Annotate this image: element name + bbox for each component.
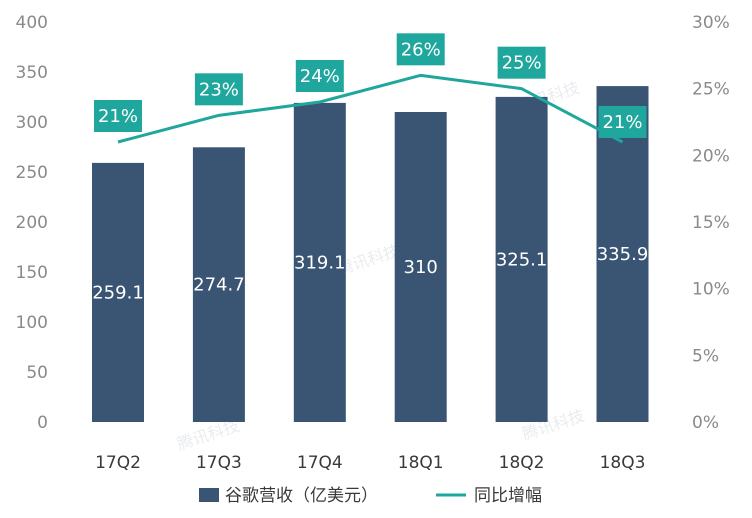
- growth-label-text: 21%: [98, 106, 138, 127]
- left-tick-label: 400: [16, 13, 48, 33]
- category-label: 17Q2: [95, 453, 141, 473]
- left-axis: 0 50 100 150 200 250 300 350 400: [16, 13, 48, 433]
- growth-label: 24%: [295, 60, 344, 92]
- legend-label-revenue: 谷歌营收（亿美元）: [225, 486, 378, 506]
- left-tick-label: 50: [26, 363, 48, 383]
- bar-value-label: 259.1: [92, 282, 144, 303]
- right-tick-label: 20%: [692, 146, 730, 166]
- right-tick-label: 10%: [692, 280, 730, 300]
- legend-swatch-bar: [199, 488, 219, 502]
- revenue-bar: [495, 96, 548, 423]
- growth-label-box: [295, 60, 344, 92]
- category-label: 17Q4: [297, 453, 343, 473]
- category-label: 18Q2: [499, 453, 545, 473]
- legend: 谷歌营收（亿美元） 同比增幅: [199, 486, 542, 506]
- growth-line: [117, 73, 624, 144]
- growth-label-text: 24%: [300, 66, 340, 87]
- right-tick-label: 25%: [692, 80, 730, 100]
- left-tick-label: 250: [16, 163, 48, 183]
- growth-label-box: [94, 100, 142, 132]
- bars: [92, 86, 649, 423]
- right-axis: 0% 5% 10% 15% 20% 25% 30%: [692, 13, 730, 433]
- growth-label: 21%: [598, 106, 647, 138]
- growth-label-box: [194, 73, 243, 106]
- left-tick-label: 0: [37, 413, 48, 433]
- category-label: 18Q3: [600, 453, 646, 473]
- growth-label: 25%: [497, 46, 546, 79]
- left-tick-label: 100: [16, 313, 48, 333]
- growth-label: 23%: [194, 73, 243, 106]
- left-tick-label: 300: [16, 113, 48, 133]
- revenue-bar: [596, 86, 649, 422]
- bar-value-label: 335.9: [597, 244, 649, 265]
- growth-label-box: [396, 33, 445, 66]
- right-tick-label: 30%: [692, 13, 730, 33]
- bar-value-label: 325.1: [496, 249, 548, 270]
- right-tick-label: 0%: [692, 413, 719, 433]
- left-tick-label: 350: [16, 63, 48, 83]
- legend-item-growth: 同比增幅: [436, 486, 542, 506]
- bar-value-label: 310: [404, 257, 438, 278]
- revenue-bar: [92, 162, 144, 422]
- growth-label: 21%: [94, 100, 142, 132]
- left-tick-label: 150: [16, 263, 48, 283]
- growth-label-text: 21%: [602, 112, 642, 133]
- growth-label: 26%: [396, 33, 445, 66]
- category-axis: 17Q2 17Q3 17Q4 18Q1 18Q2 18Q3: [95, 453, 645, 473]
- growth-label-text: 23%: [199, 79, 239, 100]
- growth-line-group: [117, 73, 624, 144]
- revenue-bar: [192, 147, 245, 423]
- growth-labels: 21% 23% 24% 26% 25% 21%: [94, 33, 647, 138]
- revenue-bar: [293, 102, 346, 423]
- legend-label-growth: 同比增幅: [474, 486, 542, 506]
- growth-label-box: [598, 106, 647, 138]
- growth-label-text: 26%: [401, 39, 441, 60]
- right-tick-label: 5%: [692, 346, 719, 366]
- bar-labels: 259.1 274.7 319.1 310 325.1 335.9: [92, 244, 648, 303]
- revenue-bar: [394, 112, 447, 422]
- growth-label-text: 25%: [502, 53, 542, 74]
- category-label: 18Q1: [398, 453, 444, 473]
- growth-label-box: [497, 46, 546, 79]
- legend-item-revenue: 谷歌营收（亿美元）: [199, 486, 378, 506]
- category-label: 17Q3: [196, 453, 242, 473]
- left-tick-label: 200: [16, 213, 48, 233]
- bar-value-label: 319.1: [294, 252, 346, 273]
- right-tick-label: 15%: [692, 213, 730, 233]
- bar-value-label: 274.7: [193, 275, 245, 296]
